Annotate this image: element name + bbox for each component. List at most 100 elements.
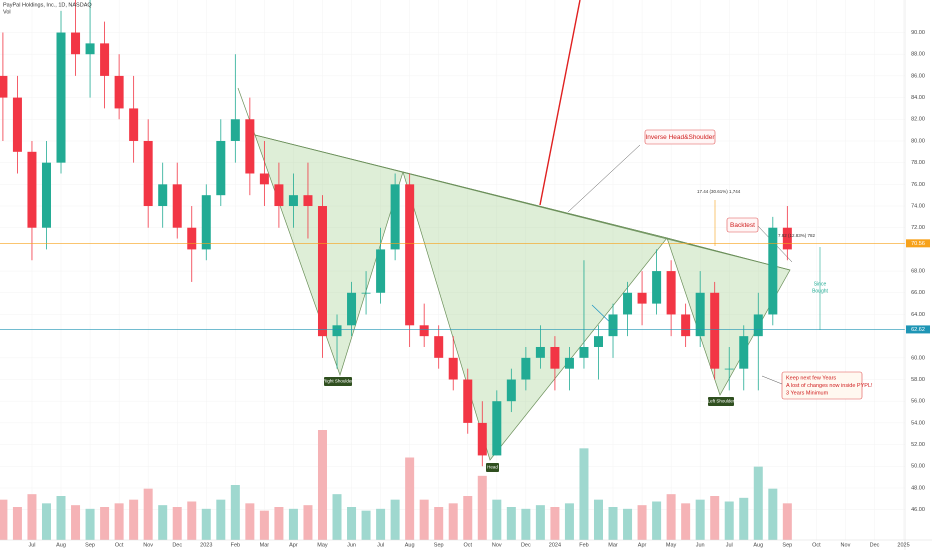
candle-body	[666, 271, 676, 315]
volume-bar	[521, 508, 531, 540]
volume-bar	[419, 499, 429, 540]
volume-bar	[768, 488, 778, 540]
candle-body	[201, 195, 211, 250]
candle-body	[143, 140, 153, 207]
volume-bar	[739, 497, 749, 540]
y-tick-label: 90.00	[911, 30, 925, 36]
candle-body	[85, 43, 95, 55]
neckline-area	[254, 134, 791, 271]
candle-body	[434, 336, 444, 358]
y-tick-label: 50.00	[911, 464, 925, 470]
volume-bar	[361, 510, 371, 540]
candle-body	[317, 206, 327, 337]
volume-bar	[463, 496, 473, 540]
candle-body	[652, 271, 662, 304]
candle-body	[695, 292, 705, 337]
x-tick-label: 2025	[897, 542, 909, 548]
x-tick-label: Sep	[782, 542, 792, 548]
backtest-label: Backtest	[730, 222, 755, 229]
volume-bar	[405, 457, 415, 540]
candle-body	[274, 184, 284, 207]
note-line: Keep next few Years	[786, 375, 836, 381]
volume-bar	[434, 507, 444, 540]
y-tick-label: 48.00	[911, 485, 925, 491]
candle-body	[129, 108, 139, 141]
x-tick-label: May	[666, 542, 677, 548]
candle-body	[623, 292, 633, 315]
since-label: Bought	[812, 288, 828, 294]
x-tick-label: Mar	[260, 542, 270, 548]
y-tick-label: 84.00	[911, 95, 925, 101]
volume-bar	[158, 505, 168, 540]
measure-label: 17.44 (30.61%) 1,744	[697, 189, 741, 194]
candle-body	[245, 119, 255, 174]
head-label: Head	[487, 465, 498, 470]
candle-body	[405, 184, 415, 326]
candle-body	[535, 346, 545, 358]
x-tick-label: Jun	[696, 542, 705, 548]
x-tick-label: Jul	[377, 542, 384, 548]
volume-bar	[492, 499, 502, 540]
red-line	[539, 0, 581, 206]
candle-body	[564, 357, 574, 369]
volume-bar	[593, 499, 603, 540]
y-tick-label: 80.00	[911, 138, 925, 144]
y-tick-label: 88.00	[911, 52, 925, 58]
x-tick-label: Feb	[579, 542, 588, 548]
price-tag	[906, 239, 930, 248]
volume-bar	[201, 508, 211, 540]
label-box	[324, 377, 352, 386]
candle-body	[477, 422, 487, 456]
pointer-line	[761, 375, 783, 385]
volume-layer	[0, 430, 792, 540]
volume-bar	[623, 508, 633, 540]
volume-bar	[550, 507, 560, 540]
x-tick-label: Dec	[521, 542, 531, 548]
candle-body	[739, 336, 749, 369]
x-tick-label: Jun	[347, 542, 356, 548]
y-tick-label: 46.00	[911, 507, 925, 513]
candle-body	[114, 75, 124, 109]
x-tick-label: Dec	[870, 542, 880, 548]
volume-bar	[143, 488, 153, 540]
y-tick-label: 54.00	[911, 420, 925, 426]
volume-bar	[681, 503, 691, 540]
candle-body	[419, 325, 429, 337]
x-tick-label: Feb	[231, 542, 240, 548]
volume-bar	[0, 499, 8, 540]
volume-bar	[216, 499, 226, 540]
candle-body	[390, 184, 400, 250]
volume-bar	[288, 508, 298, 540]
volume-bar	[477, 475, 487, 540]
note-box	[781, 371, 863, 400]
x-tick-label: Aug	[405, 542, 415, 548]
x-tick-label: Oct	[115, 542, 124, 548]
candle-body	[724, 368, 734, 370]
y-tick-label: 56.00	[911, 399, 925, 405]
x-tick-label: Oct	[812, 542, 821, 548]
y-tick-label: 86.00	[911, 73, 925, 79]
volume-bar	[506, 507, 516, 540]
volume-bar	[187, 501, 197, 540]
y-tick-label: 64.00	[911, 312, 925, 318]
volume-bar	[666, 494, 676, 540]
candle-body	[521, 357, 531, 380]
volume-bar	[695, 499, 705, 540]
x-tick-label: Nov	[492, 542, 502, 548]
label-box	[708, 397, 734, 406]
candle-body	[753, 314, 763, 337]
volume-bar	[303, 505, 313, 540]
candle-body	[681, 314, 691, 337]
candle-body	[361, 292, 371, 294]
volume-bar	[114, 503, 124, 540]
annotations: Inverse Head&Shoulder Backtest Right Sho…	[323, 134, 873, 469]
y-tick-label: 60.00	[911, 355, 925, 361]
volume-bar	[579, 448, 589, 540]
x-tick-label: May	[317, 542, 328, 548]
x-tick-label: Jul	[28, 542, 35, 548]
candle-body	[187, 227, 197, 250]
x-tick-label: Jul	[726, 542, 733, 548]
x-tick-label: Aug	[753, 542, 763, 548]
volume-bar	[12, 507, 22, 540]
y-tick-label: 52.00	[911, 442, 925, 448]
